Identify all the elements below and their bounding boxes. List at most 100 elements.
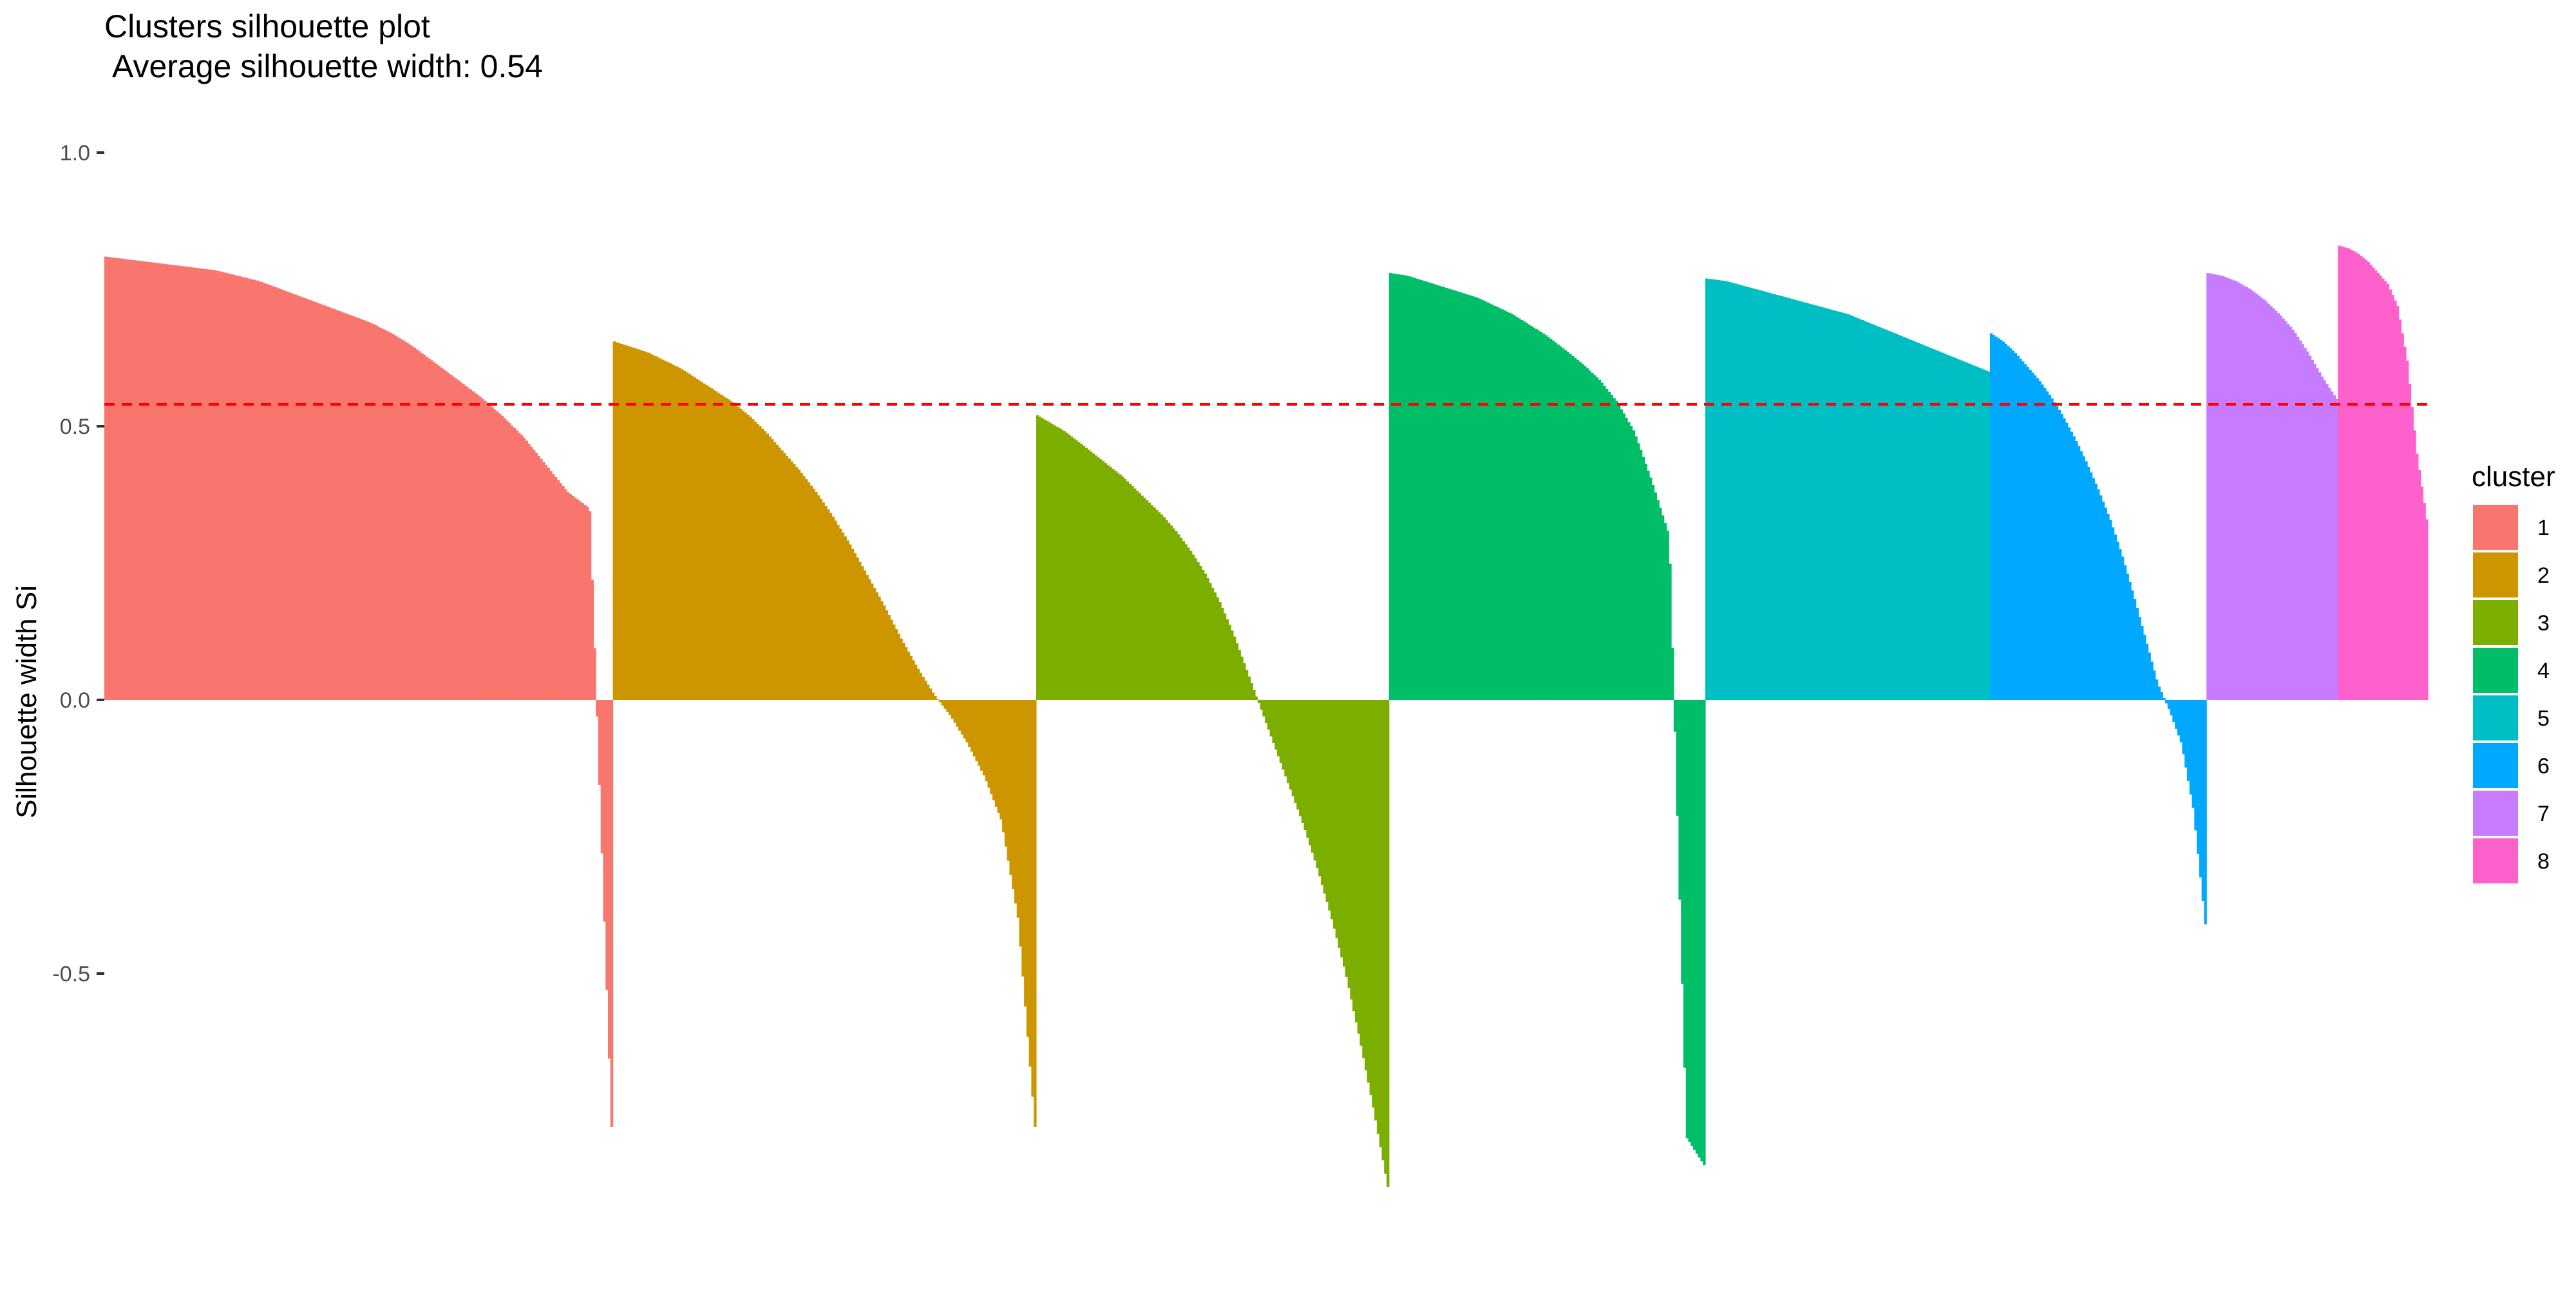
silhouette-bar xyxy=(871,583,874,700)
legend-label-2: 2 xyxy=(2537,563,2550,588)
silhouette-bar xyxy=(1240,656,1244,700)
silhouette-bar xyxy=(1430,283,1434,700)
silhouette-bar xyxy=(1712,279,1716,700)
silhouette-bar xyxy=(1041,418,1044,700)
silhouette-bar xyxy=(2284,321,2287,700)
silhouette-bar xyxy=(352,316,355,700)
silhouette-bar xyxy=(1335,700,1339,939)
silhouette-bar xyxy=(2104,507,2107,700)
silhouette-bar xyxy=(734,404,737,700)
silhouette-bar xyxy=(668,363,672,700)
silhouette-bar xyxy=(1442,287,1446,701)
silhouette-bar xyxy=(1401,274,1405,701)
silhouette-bar xyxy=(1839,312,1842,700)
silhouette-bar xyxy=(2087,466,2090,700)
silhouette-bar xyxy=(421,353,424,700)
silhouette-bar xyxy=(155,263,158,700)
silhouette-bar xyxy=(2194,700,2197,831)
silhouette-bar xyxy=(345,314,348,701)
silhouette-bar xyxy=(929,688,933,700)
silhouette-bar xyxy=(162,263,166,700)
silhouette-bar xyxy=(785,455,789,700)
silhouette-bar xyxy=(768,436,772,700)
silhouette-bar xyxy=(1873,325,1876,700)
silhouette-bar xyxy=(1262,700,1265,717)
silhouette-bar xyxy=(1532,327,1536,700)
silhouette-bar xyxy=(202,269,205,700)
silhouette-bar xyxy=(1289,700,1293,790)
silhouette-bar xyxy=(287,292,290,700)
silhouette-bar xyxy=(916,668,920,700)
legend-label-6: 6 xyxy=(2537,754,2550,778)
silhouette-bar xyxy=(1238,650,1241,700)
silhouette-bar xyxy=(1257,700,1261,704)
silhouette-bar xyxy=(1778,296,1781,700)
silhouette-bar xyxy=(1530,326,1533,701)
silhouette-bar xyxy=(710,388,714,700)
silhouette-bar xyxy=(365,321,368,701)
silhouette-bar xyxy=(1167,522,1171,700)
silhouette-bar xyxy=(1822,307,1825,700)
silhouette-bar xyxy=(1506,311,1509,700)
silhouette-bar xyxy=(411,346,414,700)
silhouette-bar xyxy=(2357,254,2360,700)
silhouette-bar xyxy=(118,258,122,700)
silhouette-bar xyxy=(1299,700,1302,816)
silhouette-bar xyxy=(953,700,956,723)
silhouette-bar xyxy=(250,279,254,700)
silhouette-bar xyxy=(418,351,421,700)
silhouette-bar xyxy=(1416,278,1419,700)
silhouette-bar xyxy=(1885,330,1888,700)
silhouette-bar xyxy=(1676,700,1679,816)
silhouette-bar xyxy=(722,396,725,700)
silhouette-bar xyxy=(1211,587,1215,700)
silhouette-bar xyxy=(2109,520,2112,700)
silhouette-bar xyxy=(615,342,618,700)
silhouette-bar xyxy=(1135,491,1139,700)
silhouette-bar xyxy=(2016,355,2020,700)
silhouette-bar xyxy=(749,417,752,700)
silhouette-bar xyxy=(1909,339,1913,700)
silhouette-bar xyxy=(184,267,188,700)
silhouette-bar xyxy=(751,419,755,700)
silhouette-bar xyxy=(1265,700,1268,724)
silhouette-bar xyxy=(1009,700,1012,875)
silhouette-bar xyxy=(1216,597,1219,700)
silhouette-bar xyxy=(537,456,540,700)
silhouette-bar xyxy=(1209,583,1212,700)
silhouette-bar xyxy=(715,391,718,700)
silhouette-bar xyxy=(652,355,655,700)
silhouette-bar xyxy=(1671,647,1674,700)
silhouette-bar xyxy=(2425,519,2429,700)
chart-title: Clusters silhouette plot xyxy=(104,8,430,44)
silhouette-bar xyxy=(838,528,842,700)
silhouette-bar xyxy=(1846,314,1850,700)
cluster-7-bars xyxy=(2206,273,2338,701)
silhouette-bar xyxy=(452,376,455,700)
silhouette-bar xyxy=(800,473,803,700)
silhouette-bar xyxy=(863,570,867,700)
silhouette-bar xyxy=(822,502,825,700)
silhouette-bar xyxy=(946,700,949,712)
silhouette-bar xyxy=(1956,359,1959,700)
silhouette-bar xyxy=(1634,436,1638,700)
silhouette-bar xyxy=(223,272,227,700)
silhouette-bar xyxy=(506,420,509,700)
silhouette-bar xyxy=(737,406,740,700)
silhouette-bar xyxy=(2228,278,2231,700)
cluster-2-bars xyxy=(612,341,1037,1127)
silhouette-bar xyxy=(347,314,351,700)
silhouette-bar xyxy=(2406,361,2409,700)
silhouette-bar xyxy=(1340,700,1343,957)
silhouette-bar xyxy=(1082,446,1086,700)
silhouette-bar xyxy=(1121,476,1124,700)
silhouette-bar xyxy=(552,474,555,700)
silhouette-bar xyxy=(2041,384,2044,700)
silhouette-bar xyxy=(2208,273,2212,701)
silhouette-bar xyxy=(316,303,319,700)
silhouette-bar xyxy=(1924,345,1927,700)
silhouette-bar xyxy=(1381,700,1385,1161)
silhouette-bar xyxy=(1191,554,1195,700)
silhouette-bar xyxy=(337,310,341,701)
